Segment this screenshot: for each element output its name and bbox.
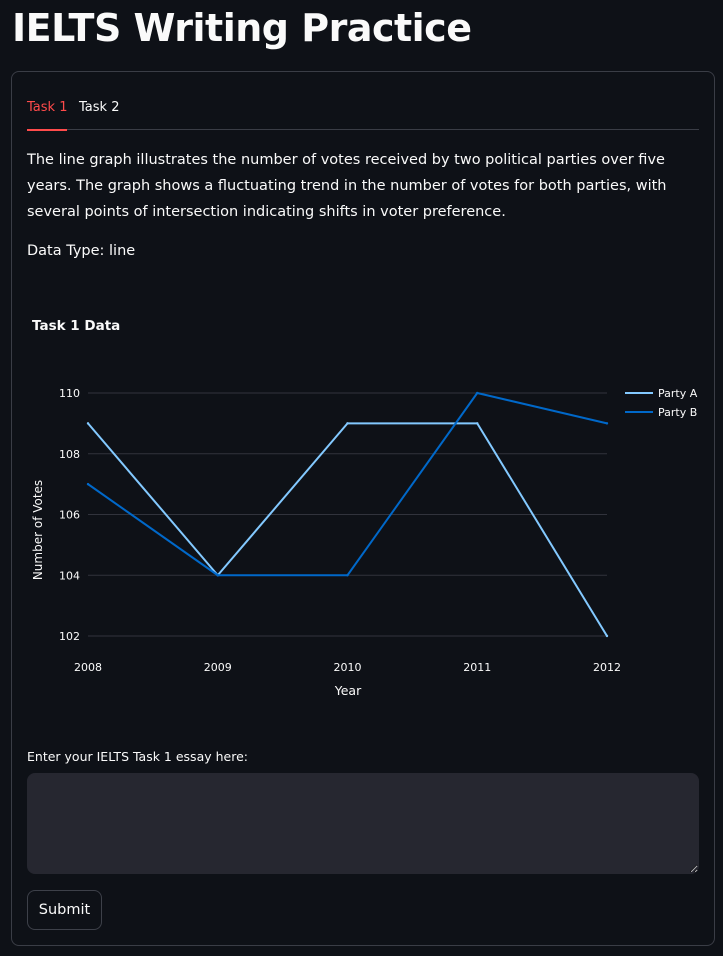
line-chart: Task 1 Data 102 104 106 108 110 2008 2009 2010 2…: [31, 318, 698, 698]
y-tick-label: 104: [59, 569, 80, 582]
data-point: [346, 422, 349, 425]
y-axis-label: Number of Votes: [31, 480, 45, 580]
y-tick-label: 106: [59, 509, 80, 522]
data-point: [346, 574, 349, 577]
y-tick-label: 102: [59, 630, 80, 643]
data-point: [86, 422, 90, 425]
tab-panel-card: Task 1 Task 2 The line graph illustrates…: [11, 71, 715, 946]
y-tick-label: 108: [59, 448, 80, 461]
x-tick-label: 2010: [334, 661, 362, 674]
series-line-party-a: [87, 422, 608, 637]
data-type-label: Data Type: line: [27, 243, 136, 259]
data-point: [86, 482, 90, 486]
data-point: [605, 422, 609, 425]
x-tick-label: 2011: [463, 661, 491, 674]
x-axis-label: Year: [334, 683, 362, 698]
legend-label: Party B: [658, 406, 697, 419]
data-point: [605, 634, 609, 638]
tab-bar: Task 1 Task 2: [27, 100, 699, 131]
series-line-party-b: [87, 392, 608, 577]
chart-axes: 102 104 106 108 110 2008 2009 2010 2011 2012: [59, 387, 621, 674]
submit-button[interactable]: Submit: [27, 890, 102, 930]
legend-label: Party A: [658, 387, 698, 400]
tab-task-2[interactable]: Task 2: [79, 100, 120, 115]
task-description: The line graph illustrates the number of…: [27, 152, 667, 220]
y-tick-label: 110: [59, 387, 80, 400]
essay-label: Enter your IELTS Task 1 essay here:: [27, 749, 248, 764]
tab-task-1[interactable]: Task 1: [27, 100, 68, 131]
data-point: [476, 391, 479, 395]
chart-series: [86, 391, 609, 638]
data-point: [476, 422, 479, 425]
x-tick-label: 2008: [74, 661, 102, 674]
x-tick-label: 2009: [204, 661, 232, 674]
x-tick-label: 2012: [593, 661, 621, 674]
essay-input[interactable]: [27, 773, 699, 874]
chart-legend: Party A Party B: [625, 387, 698, 419]
chart-grid: [88, 392, 607, 637]
page-title: IELTS Writing Practice: [12, 6, 472, 50]
chart-title: Task 1 Data: [32, 318, 120, 334]
data-point: [216, 574, 219, 577]
